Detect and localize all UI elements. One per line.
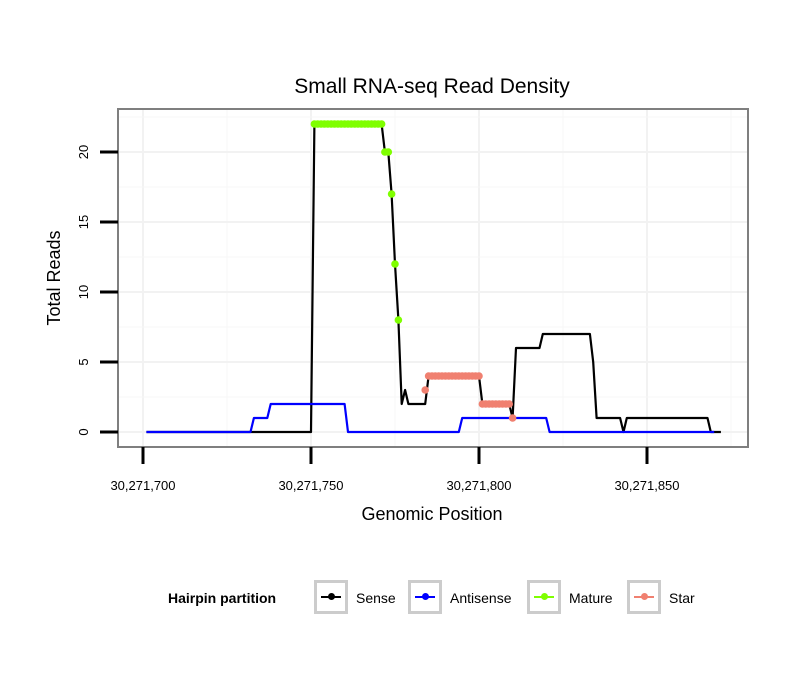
data-point-mature <box>394 316 403 324</box>
x-tick-label: 30,271,700 <box>110 478 175 493</box>
x-tick-label: 30,271,750 <box>278 478 343 493</box>
legend-label-sense: Sense <box>356 590 396 606</box>
legend-title: Hairpin partition <box>168 590 277 606</box>
x-tick-label: 30,271,850 <box>614 478 679 493</box>
chart: Small RNA-seq Read Density 30,271,700 30,… <box>44 75 749 524</box>
x-axis: 30,271,700 30,271,750 30,271,800 30,271,850 <box>110 447 680 493</box>
grid-lines <box>119 110 747 446</box>
data-point-mature <box>391 260 399 268</box>
legend-label-star: Star <box>669 590 695 606</box>
legend-key-antisense <box>408 580 442 614</box>
y-tick-label: 5 <box>76 358 91 365</box>
legend-key-star <box>627 580 661 614</box>
data-point-star <box>421 386 430 394</box>
data-point-mature <box>387 190 396 198</box>
legend: Hairpin partition Sense Antisense Mature… <box>0 578 810 618</box>
y-tick-label: 20 <box>76 145 91 159</box>
x-axis-label: Genomic Position <box>361 504 502 524</box>
chart-title: Small RNA-seq Read Density <box>294 75 570 98</box>
legend-key-mature <box>527 580 561 614</box>
data-point-mature <box>377 120 386 128</box>
series-markers <box>310 120 517 422</box>
y-axis-label: Total Reads <box>44 230 64 325</box>
plot-panel <box>117 108 749 448</box>
data-point-star <box>505 400 513 408</box>
data-point-mature <box>384 148 393 156</box>
legend-key-sense <box>314 580 348 614</box>
series-line-antisense <box>146 402 715 434</box>
y-tick-label: 15 <box>76 215 91 229</box>
y-axis: 0 5 10 15 20 <box>76 145 118 436</box>
legend-label-mature: Mature <box>569 590 613 606</box>
x-tick-label: 30,271,800 <box>446 478 511 493</box>
legend-label-antisense: Antisense <box>450 590 512 606</box>
y-tick-label: 0 <box>76 428 91 435</box>
data-point-star <box>508 414 517 422</box>
y-tick-label: 10 <box>76 285 91 299</box>
data-point-star <box>475 372 483 380</box>
